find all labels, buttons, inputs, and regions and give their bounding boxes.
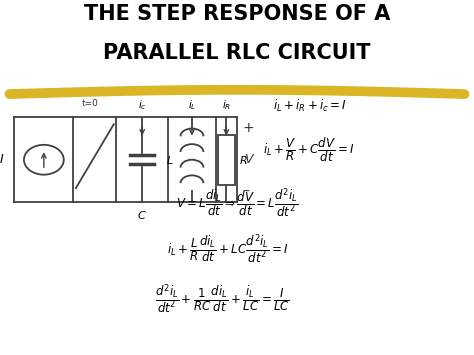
Text: $L$: $L$ — [166, 154, 173, 166]
Text: $C$: $C$ — [137, 209, 147, 222]
Text: +: + — [243, 121, 255, 135]
Text: $i_L + i_R + i_c = I$: $i_L + i_R + i_c = I$ — [273, 98, 346, 114]
Text: $I$: $I$ — [0, 153, 5, 166]
Text: $i_L + \dfrac{L}{R}\dfrac{di_L}{dt} + LC\dfrac{d^2i_L}{dt^2} = I$: $i_L + \dfrac{L}{R}\dfrac{di_L}{dt} + LC… — [166, 233, 289, 266]
Text: $V = L\dfrac{di_L}{dt} \Rightarrow \dfrac{dV}{dt} = L\dfrac{d^2i_L}{dt^2}$: $V = L\dfrac{di_L}{dt} \Rightarrow \dfra… — [176, 186, 298, 220]
Text: –: – — [243, 185, 250, 199]
Text: PARALLEL RLC CIRCUIT: PARALLEL RLC CIRCUIT — [103, 43, 371, 62]
FancyBboxPatch shape — [218, 135, 235, 185]
Text: $i_L$: $i_L$ — [188, 98, 196, 112]
Text: $i_R$: $i_R$ — [222, 98, 231, 112]
Text: $V$: $V$ — [244, 153, 255, 166]
Text: $i_L + \dfrac{V}{R} + C\dfrac{dV}{dt} = I$: $i_L + \dfrac{V}{R} + C\dfrac{dV}{dt} = … — [263, 137, 355, 164]
Text: t=0: t=0 — [82, 99, 99, 108]
Text: $R$: $R$ — [238, 154, 247, 166]
Text: THE STEP RESPONSE OF A: THE STEP RESPONSE OF A — [84, 4, 390, 23]
Text: $i_c$: $i_c$ — [138, 98, 146, 112]
Text: $\dfrac{d^2i_L}{dt^2} + \dfrac{1}{RC}\dfrac{di_L}{dt} + \dfrac{i_L}{LC} = \dfrac: $\dfrac{d^2i_L}{dt^2} + \dfrac{1}{RC}\df… — [155, 282, 290, 316]
